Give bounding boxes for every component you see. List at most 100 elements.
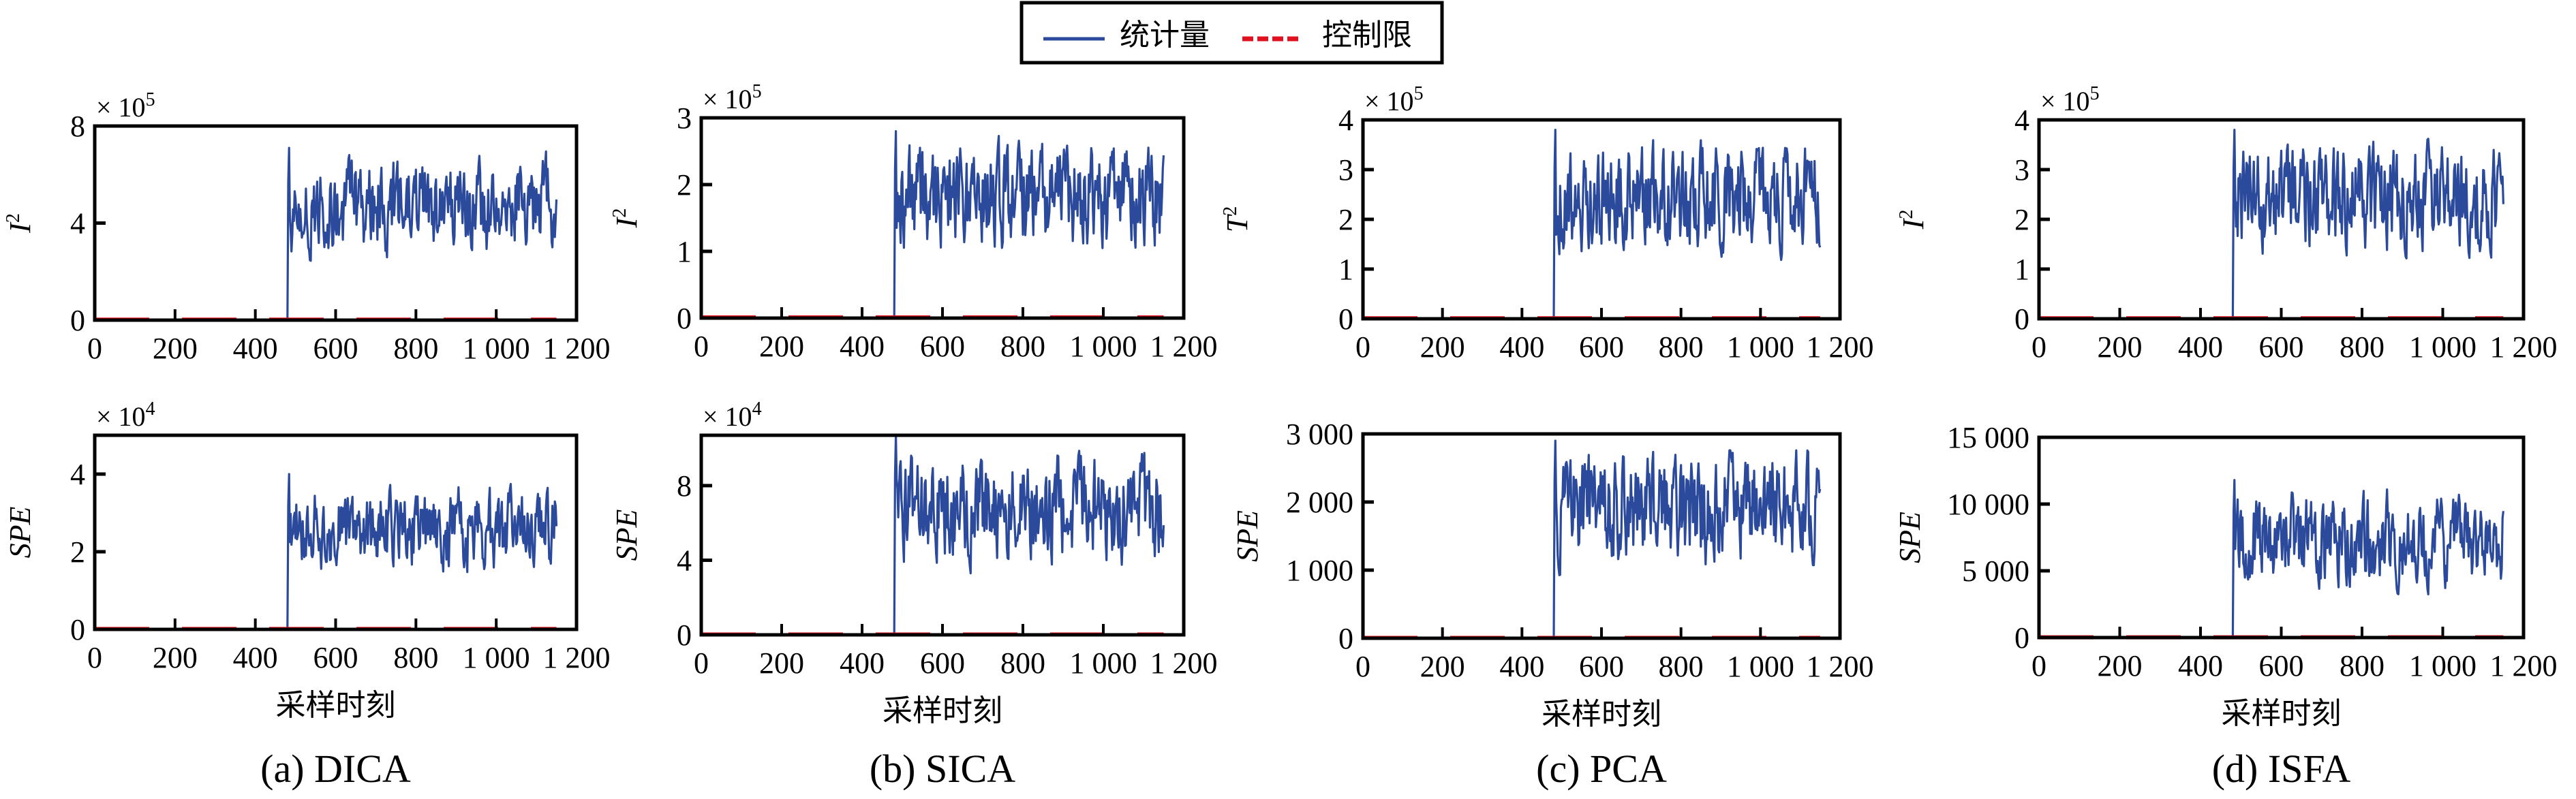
axis-multiplier-exponent: 5	[146, 89, 155, 110]
y-tick-label: 4	[1338, 104, 1353, 137]
y-tick-label: 0	[677, 618, 692, 652]
y-tick-label: 0	[70, 304, 85, 337]
axes-frame	[699, 116, 1186, 320]
subfigure-caption: (a) DICA	[260, 747, 411, 791]
x-axis-label: 采样时刻	[883, 693, 1002, 728]
y-axis-label-main: SPE	[1893, 512, 1927, 563]
axis-multiplier-exponent: 5	[2090, 83, 2100, 104]
x-tick-label: 600	[1579, 650, 1624, 683]
axis-multiplier: × 104	[96, 398, 155, 432]
x-tick-label: 400	[1499, 650, 1544, 683]
y-tick-label: 4	[70, 207, 85, 240]
y-tick-label: 3	[2014, 153, 2029, 187]
y-tick-label: 5 000	[1962, 554, 2029, 588]
y-axis-label-superscript: 2	[1896, 210, 1917, 219]
x-tick-label: 200	[153, 641, 198, 674]
y-tick-label: 10 000	[1947, 488, 2029, 521]
x-tick-label: 800	[393, 332, 438, 365]
y-tick-label: 2	[1338, 203, 1353, 236]
x-tick-label: 200	[2098, 649, 2143, 683]
y-tick-label: 3 000	[1286, 418, 1353, 451]
axis-multiplier-exponent: 4	[752, 398, 762, 420]
axis-multiplier-base: × 10	[96, 92, 146, 123]
x-tick-label: 200	[1420, 650, 1465, 683]
x-tick-label: 0	[2031, 330, 2046, 364]
y-axis-label: I2	[3, 213, 37, 234]
x-tick-label: 800	[1000, 330, 1045, 363]
x-tick-label: 1 200	[2490, 330, 2558, 364]
y-axis-label: SPE	[1893, 512, 1927, 563]
x-tick-label: 200	[759, 646, 804, 680]
x-tick-label: 600	[920, 646, 965, 680]
axis-multiplier: × 105	[2040, 83, 2100, 116]
y-tick-label: 3	[677, 101, 692, 135]
y-axis-label-main: I	[610, 216, 643, 228]
y-tick-label: 1	[1338, 253, 1353, 286]
x-tick-label: 0	[87, 641, 102, 674]
y-tick-label: 0	[70, 613, 85, 646]
axis-multiplier: × 105	[96, 89, 155, 123]
y-tick-label: 2	[677, 168, 692, 202]
x-tick-label: 1 200	[1150, 646, 1218, 680]
x-tick-label: 0	[2031, 649, 2046, 683]
x-tick-label: 1 200	[1807, 330, 1874, 364]
axis-multiplier-base: × 10	[703, 84, 752, 114]
x-tick-label: 0	[1355, 330, 1370, 364]
y-tick-label: 0	[1338, 622, 1353, 655]
statistic-series-line	[1362, 439, 1822, 640]
statistic-series-line	[94, 473, 558, 631]
subfigure-caption: (b) SICA	[870, 747, 1015, 791]
x-tick-label: 1 000	[463, 332, 530, 365]
y-tick-label: 4	[677, 544, 692, 577]
y-tick-label: 1	[2014, 253, 2029, 286]
x-tick-label: 1 200	[543, 332, 611, 365]
axis-multiplier-base: × 10	[1364, 86, 1414, 116]
y-axis-label-main: I	[1897, 217, 1930, 230]
y-axis-label: SPE	[610, 510, 643, 561]
y-axis-label-main: SPE	[610, 510, 643, 561]
x-tick-label: 1 200	[1150, 330, 1218, 363]
statistic-series-line	[701, 434, 1165, 636]
x-tick-label: 800	[2340, 649, 2385, 683]
y-axis-label: SPE	[3, 507, 37, 559]
statistic-series-line	[2038, 479, 2504, 639]
statistic-series-line	[701, 130, 1165, 319]
statistic-series-line	[1362, 129, 1822, 320]
x-tick-label: 0	[87, 332, 102, 365]
y-tick-label: 0	[2014, 302, 2029, 336]
x-tick-label: 800	[2340, 330, 2385, 364]
x-tick-label: 600	[1579, 330, 1624, 364]
chart-panel-a-top: 0 200 400 600 800 1 000 1 200 0 4 8 × 105 I2	[3, 89, 611, 365]
y-tick-label: 3	[1338, 153, 1353, 187]
captions: (a) DICA (b) SICA (c) PCA (d) ISFA	[260, 747, 2350, 791]
statistic-series-line	[94, 146, 558, 322]
y-axis-label-main: I	[3, 221, 37, 234]
x-tick-label: 1 000	[2409, 330, 2477, 364]
x-tick-label: 600	[2259, 330, 2304, 364]
x-tick-label: 400	[233, 641, 278, 674]
x-tick-label: 0	[1355, 650, 1370, 683]
x-tick-label: 800	[1659, 330, 1704, 364]
x-tick-label: 600	[313, 641, 358, 674]
axis-multiplier: × 105	[703, 81, 762, 114]
x-tick-label: 200	[2098, 330, 2143, 364]
legend: 统计量 控制限	[1019, 1, 1444, 65]
x-tick-label: 200	[153, 332, 198, 365]
subfigure-caption: (c) PCA	[1536, 747, 1667, 791]
x-tick-label: 800	[393, 641, 438, 674]
y-axis-label: I2	[609, 208, 643, 229]
x-tick-label: 1 000	[2409, 649, 2477, 683]
x-tick-label: 400	[2178, 649, 2223, 683]
y-axis-label: T2	[1220, 206, 1254, 232]
axis-multiplier-base: × 10	[2040, 86, 2090, 116]
x-tick-label: 400	[840, 330, 885, 363]
legend-box	[1019, 1, 1444, 65]
y-tick-label: 1 000	[1286, 554, 1353, 587]
y-tick-label: 8	[677, 469, 692, 503]
axis-multiplier-base: × 10	[96, 401, 146, 432]
x-tick-label: 400	[233, 332, 278, 365]
x-tick-label: 1 000	[1727, 650, 1794, 683]
